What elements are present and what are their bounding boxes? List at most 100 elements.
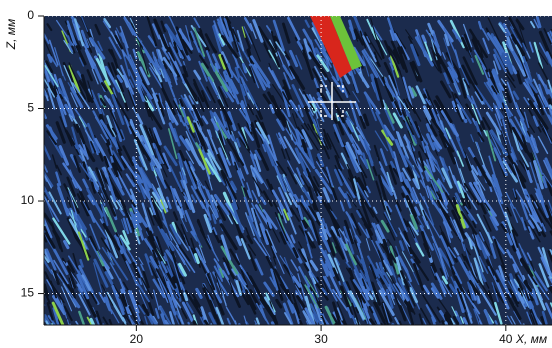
streak — [107, 167, 125, 196]
streak — [54, 47, 64, 77]
streak — [331, 313, 340, 325]
streak — [44, 232, 48, 243]
streak — [53, 85, 58, 96]
streak — [363, 113, 370, 127]
streak — [63, 239, 70, 250]
streak — [25, 152, 30, 166]
streak — [390, 55, 400, 78]
streak — [342, 81, 351, 95]
streak — [107, 62, 115, 78]
x-tick-label: 40 — [499, 332, 513, 346]
streak — [78, 293, 91, 316]
streak — [52, 269, 60, 286]
streak — [205, 204, 212, 221]
streak — [155, 175, 164, 196]
streak — [493, 147, 508, 177]
streak — [425, 98, 431, 106]
streak — [112, 87, 117, 99]
streak — [128, 87, 137, 106]
streak — [505, 191, 515, 209]
streak — [28, 128, 36, 143]
streak — [405, 299, 415, 325]
streak — [63, 305, 73, 322]
streak — [492, 92, 502, 110]
streak — [318, 231, 331, 253]
streak — [473, 245, 484, 273]
streak — [100, 82, 108, 92]
streak — [130, 290, 140, 314]
streak — [294, 128, 302, 146]
streak — [33, 253, 42, 272]
streak — [410, 142, 420, 171]
streak — [240, 100, 252, 125]
streak — [527, 226, 535, 240]
streak — [34, 186, 40, 198]
streak — [171, 251, 182, 279]
streak — [23, 239, 34, 261]
streak — [202, 283, 214, 300]
streak — [183, 292, 189, 302]
streak — [415, 85, 426, 105]
streak — [53, 259, 69, 285]
streak — [458, 232, 466, 252]
streak — [396, 131, 409, 160]
streak — [221, 290, 227, 307]
grid — [44, 15, 552, 325]
streak — [142, 46, 162, 76]
streak — [406, 220, 416, 239]
streak — [452, 28, 462, 43]
streak — [75, 45, 87, 66]
streak — [108, 36, 122, 60]
streak — [409, 287, 418, 304]
streak — [443, 313, 451, 325]
streak — [220, 51, 229, 64]
streak — [476, 165, 482, 177]
streak — [44, 74, 45, 77]
streak — [270, 321, 276, 325]
streak — [174, 283, 182, 302]
streak — [410, 87, 418, 97]
streak — [110, 309, 120, 324]
streak — [425, 29, 439, 50]
streak — [207, 76, 219, 96]
streak — [74, 108, 88, 128]
streak — [144, 315, 149, 325]
streak — [203, 213, 213, 233]
streak — [285, 288, 292, 300]
streak — [462, 317, 469, 325]
streak — [365, 238, 371, 251]
streak — [547, 98, 552, 115]
streak — [197, 96, 205, 112]
streak — [455, 137, 467, 159]
streak — [181, 38, 193, 54]
streak — [485, 111, 502, 135]
streak — [404, 155, 420, 178]
streak — [118, 292, 129, 317]
streak — [252, 19, 264, 43]
streak — [217, 99, 233, 126]
streak — [57, 186, 70, 217]
streak — [356, 181, 372, 208]
streak — [89, 317, 96, 325]
streak — [232, 28, 240, 43]
streak — [315, 161, 330, 184]
streak — [198, 60, 208, 82]
streak — [245, 294, 257, 315]
streak — [150, 197, 163, 228]
streak — [352, 90, 360, 103]
streak — [167, 128, 178, 160]
streak — [246, 189, 252, 199]
streak — [418, 144, 430, 160]
streak — [326, 132, 340, 159]
streak — [376, 268, 390, 287]
streak — [34, 270, 40, 293]
streak — [134, 208, 148, 228]
streak — [502, 157, 513, 174]
streak — [212, 53, 221, 70]
streak — [374, 229, 384, 244]
streak — [243, 126, 254, 141]
streak — [163, 145, 178, 167]
streak — [137, 315, 145, 325]
streak — [314, 65, 330, 95]
streak — [181, 167, 186, 176]
